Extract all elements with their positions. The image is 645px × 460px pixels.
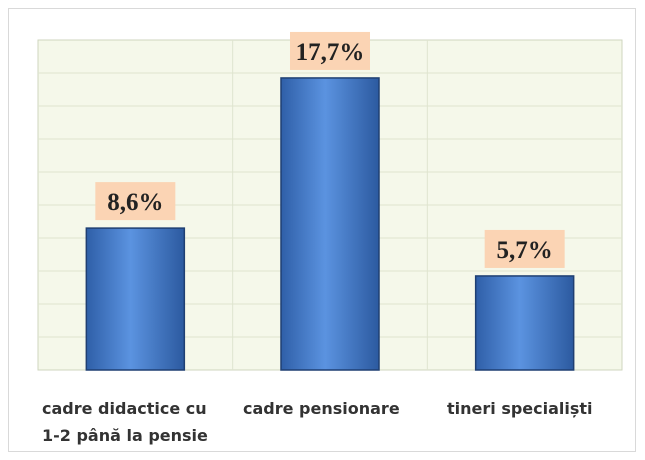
chart-frame (8, 8, 636, 452)
value-label: 8,6% (107, 189, 163, 216)
value-label: 17,7% (296, 39, 365, 66)
bar (280, 77, 380, 371)
bar (85, 227, 186, 371)
x-tick-label: tineri specialiști (447, 399, 593, 418)
value-label-box (95, 182, 176, 221)
x-tick-label: cadre didactice cu 1-2 până la pensie (42, 399, 208, 445)
value-label-box (484, 229, 565, 268)
value-label-box (290, 31, 370, 70)
x-tick-label: cadre pensionare (243, 399, 400, 418)
value-label: 5,7% (497, 237, 553, 264)
bar (474, 275, 575, 371)
